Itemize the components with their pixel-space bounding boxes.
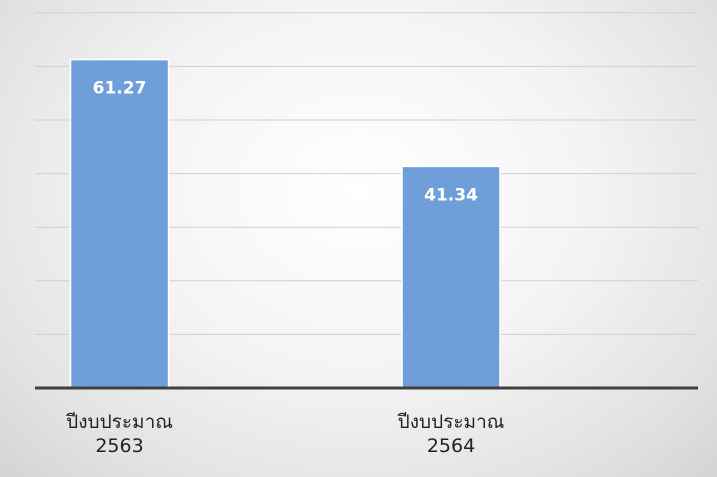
- data-label-1: 41.34: [424, 185, 478, 205]
- category-label-1: ปีงบประมาณ 2564: [397, 411, 504, 457]
- category-label-0: ปีงบประมาณ 2563: [65, 411, 172, 457]
- category-label-line: 2564: [427, 435, 475, 457]
- data-labels: 61.27 41.34: [93, 79, 478, 206]
- bar-0: [69, 58, 170, 389]
- bars: [69, 58, 501, 389]
- data-label-0: 61.27: [93, 79, 147, 99]
- category-label-line: ปีงบประมาณ: [397, 411, 504, 433]
- category-label-line: 2563: [95, 435, 143, 457]
- category-label-line: ปีงบประมาณ: [65, 411, 172, 433]
